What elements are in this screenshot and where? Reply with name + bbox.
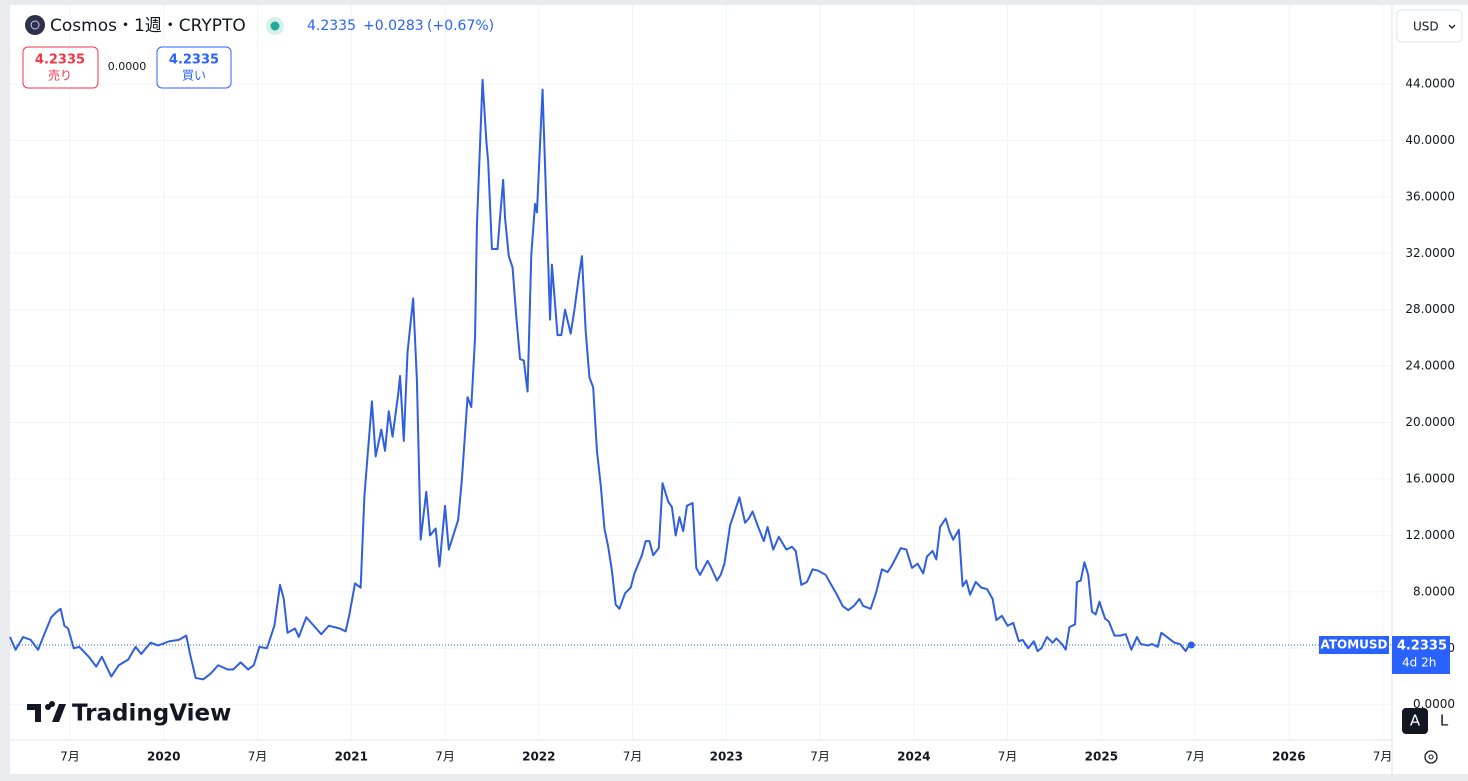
countdown-label: 4d 2h <box>1402 656 1436 670</box>
x-tick-label: 7月 <box>623 750 643 764</box>
bottom-border <box>0 774 1468 781</box>
axes: 0.00004.00008.000012.000016.000020.00002… <box>60 77 1455 764</box>
auto-scale-button[interactable] <box>1402 708 1428 734</box>
auto-scale-label: A <box>1410 712 1421 730</box>
last-point <box>1187 641 1195 649</box>
x-tick-label: 7月 <box>998 750 1018 764</box>
chevron <box>1448 24 1456 29</box>
settings-icon-center <box>1428 754 1434 760</box>
y-tick-label: 12.0000 <box>1405 528 1455 542</box>
y-tick-label: 24.0000 <box>1405 359 1455 373</box>
header-price: 4.2335 <box>307 18 356 34</box>
x-tick-label: 7月 <box>1373 750 1393 764</box>
currency-select[interactable] <box>1396 9 1463 43</box>
coin-icon <box>25 15 45 35</box>
sell-label: 売り <box>48 68 72 83</box>
x-tick-label: 7月 <box>60 750 80 764</box>
y-tick-label: 36.0000 <box>1405 189 1455 203</box>
coin-icon-ring <box>30 20 40 30</box>
status-dot <box>270 21 280 31</box>
x-tick-label: 2022 <box>522 750 555 764</box>
buy-label: 買い <box>182 69 206 83</box>
logo-text: TradingView <box>72 701 231 727</box>
x-tick-label: 7月 <box>435 750 455 764</box>
x-tick-label: 2023 <box>710 750 743 764</box>
header-change-pct: (+0.67%) <box>427 18 494 34</box>
logo-dot <box>45 704 51 710</box>
logo-icon <box>27 701 66 722</box>
sell-price: 4.2335 <box>35 53 85 68</box>
y-tick-label: 16.0000 <box>1405 472 1455 486</box>
x-tick-label: 2021 <box>335 750 368 764</box>
symbol-title: Cosmos・1週・CRYPTO <box>50 16 246 36</box>
symbol-label: ATOMUSD <box>1320 638 1387 652</box>
sell-button[interactable] <box>22 46 99 89</box>
plot <box>9 78 1392 681</box>
y-tick-label: 20.0000 <box>1405 415 1455 429</box>
price-label-box <box>1392 636 1450 675</box>
x-tick-label: 7月 <box>1185 750 1205 764</box>
y-tick-label: 44.0000 <box>1405 77 1455 91</box>
left-border <box>0 0 10 781</box>
x-tick-label: 2020 <box>147 750 180 764</box>
x-tick-label: 7月 <box>248 750 268 764</box>
price-label: 4.2335 <box>1397 639 1447 654</box>
y-tick-label: 32.0000 <box>1405 246 1455 260</box>
y-tick-label: 8.0000 <box>1413 584 1455 598</box>
header-change: +0.0283 <box>363 18 424 34</box>
buy-price: 4.2335 <box>169 53 219 68</box>
x-tick-label: 7月 <box>810 750 830 764</box>
y-tick-label: 40.0000 <box>1405 133 1455 147</box>
y-tick-label: 28.0000 <box>1405 302 1455 316</box>
y-tick-label: 0.0000 <box>1413 697 1455 711</box>
spread: 0.0000 <box>108 60 147 73</box>
symbol-label-box <box>1319 636 1389 655</box>
buy-button[interactable] <box>156 46 232 89</box>
settings-icon[interactable] <box>1424 750 1438 764</box>
x-tick-label: 2025 <box>1085 750 1118 764</box>
log-scale-label[interactable]: L <box>1440 712 1449 730</box>
grid <box>10 5 1392 740</box>
top-border <box>0 0 1468 5</box>
x-tick-label: 2026 <box>1272 750 1305 764</box>
x-tick-label: 2024 <box>897 750 930 764</box>
currency: USD <box>1413 20 1439 34</box>
price-line <box>9 78 1192 681</box>
